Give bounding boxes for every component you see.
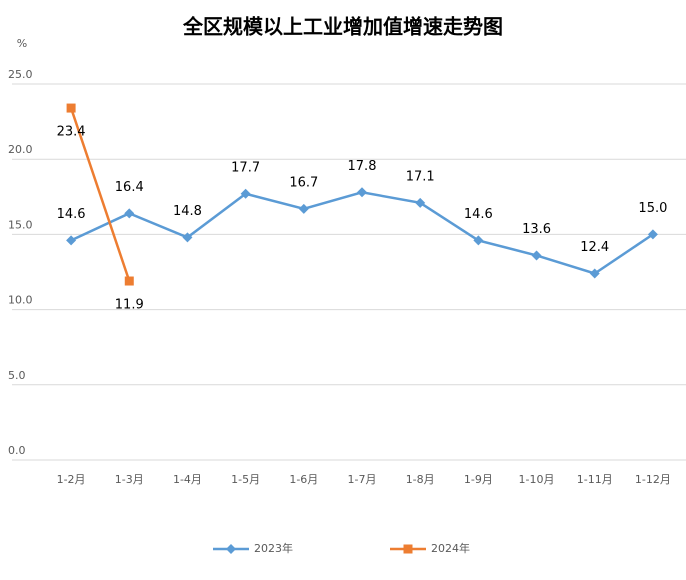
data-label: 14.6 <box>57 207 86 222</box>
y-tick-label: 15.0 <box>8 218 33 231</box>
data-label: 13.6 <box>522 222 551 237</box>
y-tick-label: 25.0 <box>8 68 33 81</box>
marker <box>357 187 367 198</box>
data-label: 17.8 <box>348 159 377 174</box>
data-label: 14.8 <box>173 204 202 219</box>
legend-label: 2023年 <box>254 541 293 555</box>
marker <box>182 232 193 243</box>
x-tick-label: 1-10月 <box>519 473 555 486</box>
marker <box>66 235 77 246</box>
marker <box>647 229 658 240</box>
marker <box>226 544 236 554</box>
data-label: 15.0 <box>638 201 667 216</box>
y-tick-label: 20.0 <box>8 143 33 156</box>
x-tick-label: 1-5月 <box>231 473 260 486</box>
x-tick-label: 1-11月 <box>577 473 613 486</box>
data-label: 14.6 <box>464 207 493 222</box>
x-tick-label: 1-2月 <box>57 473 86 486</box>
data-label: 23.4 <box>57 125 86 140</box>
x-tick-label: 1-3月 <box>115 473 144 486</box>
series-line <box>69 107 131 282</box>
marker <box>298 203 309 214</box>
y-axis-label: % <box>17 37 27 50</box>
x-tick-label: 1-4月 <box>173 473 202 486</box>
marker <box>124 276 134 286</box>
marker <box>240 188 251 199</box>
data-label: 16.4 <box>115 180 144 195</box>
y-tick-label: 5.0 <box>8 369 26 382</box>
y-tick-label: 0.0 <box>8 444 26 457</box>
x-tick-label: 1-6月 <box>289 473 318 486</box>
series-line <box>70 191 654 275</box>
marker <box>403 544 413 554</box>
marker <box>415 197 426 208</box>
x-tick-label: 1-8月 <box>406 473 435 486</box>
marker <box>124 208 135 219</box>
x-tick-label: 1-9月 <box>464 473 493 486</box>
marker <box>589 268 600 279</box>
x-tick-label: 1-7月 <box>348 473 377 486</box>
data-label: 17.7 <box>231 160 260 175</box>
marker <box>531 250 542 261</box>
marker <box>66 103 76 113</box>
legend-label: 2024年 <box>431 541 470 555</box>
data-label: 16.7 <box>289 175 318 190</box>
x-tick-label: 1-12月 <box>635 473 671 486</box>
data-label: 17.1 <box>406 169 435 184</box>
data-label: 11.9 <box>115 298 144 313</box>
marker <box>473 235 484 246</box>
y-tick-label: 10.0 <box>8 294 33 307</box>
data-label: 12.4 <box>580 240 609 255</box>
chart-title: 全区规模以上工业增加值增速走势图 <box>182 15 503 39</box>
